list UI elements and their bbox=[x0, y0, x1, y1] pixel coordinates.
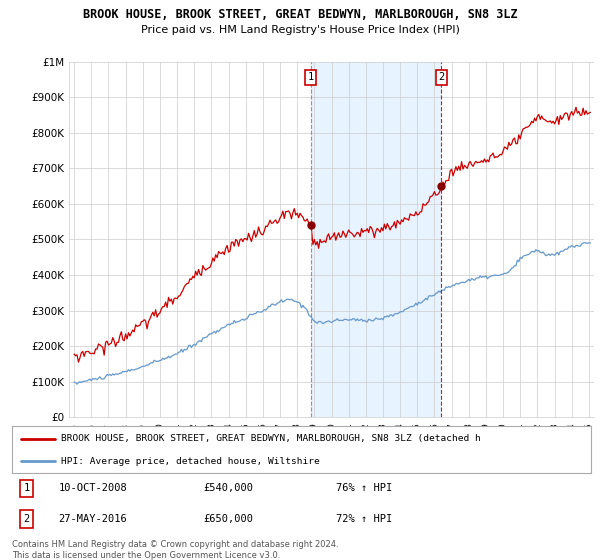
Text: BROOK HOUSE, BROOK STREET, GREAT BEDWYN, MARLBOROUGH, SN8 3LZ (detached h: BROOK HOUSE, BROOK STREET, GREAT BEDWYN,… bbox=[61, 435, 481, 444]
Text: 72% ↑ HPI: 72% ↑ HPI bbox=[336, 514, 392, 524]
Text: £540,000: £540,000 bbox=[203, 483, 253, 493]
Text: 76% ↑ HPI: 76% ↑ HPI bbox=[336, 483, 392, 493]
Text: HPI: Average price, detached house, Wiltshire: HPI: Average price, detached house, Wilt… bbox=[61, 457, 320, 466]
Bar bbox=[311, 62, 442, 417]
Text: 10-OCT-2008: 10-OCT-2008 bbox=[58, 483, 127, 493]
Text: Price paid vs. HM Land Registry's House Price Index (HPI): Price paid vs. HM Land Registry's House … bbox=[140, 25, 460, 35]
Text: 2: 2 bbox=[23, 514, 29, 524]
Text: BROOK HOUSE, BROOK STREET, GREAT BEDWYN, MARLBOROUGH, SN8 3LZ: BROOK HOUSE, BROOK STREET, GREAT BEDWYN,… bbox=[83, 8, 517, 21]
Text: £650,000: £650,000 bbox=[203, 514, 253, 524]
Text: 1: 1 bbox=[307, 72, 314, 82]
Text: Contains HM Land Registry data © Crown copyright and database right 2024.
This d: Contains HM Land Registry data © Crown c… bbox=[12, 540, 338, 560]
Text: 27-MAY-2016: 27-MAY-2016 bbox=[58, 514, 127, 524]
Text: 1: 1 bbox=[23, 483, 29, 493]
Text: 2: 2 bbox=[439, 72, 445, 82]
